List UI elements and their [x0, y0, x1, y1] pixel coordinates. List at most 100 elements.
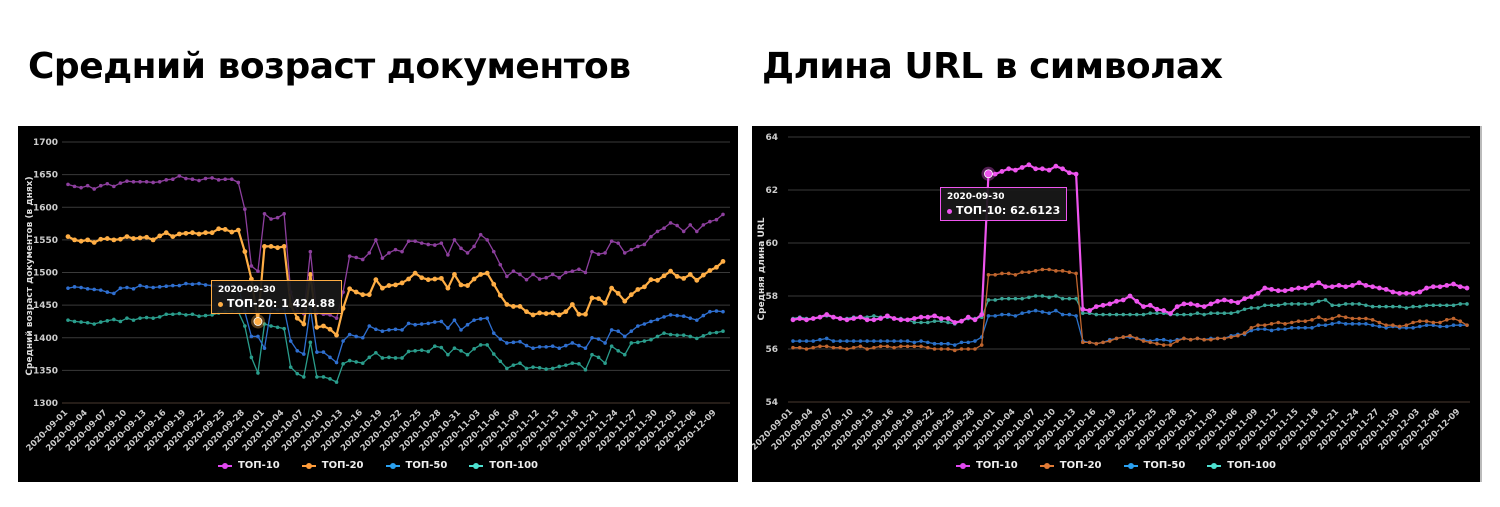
data-point-series-2[interactable] [478, 317, 483, 321]
data-point-series-2[interactable] [85, 287, 90, 291]
data-point-series-0[interactable] [387, 251, 391, 255]
data-point-series-1[interactable] [1236, 333, 1240, 338]
data-point-series-3[interactable] [66, 318, 70, 322]
data-point-series-0[interactable] [622, 251, 627, 255]
data-point-series-3[interactable] [1121, 312, 1126, 317]
data-point-series-2[interactable] [354, 334, 359, 339]
data-point-series-0[interactable] [1188, 301, 1194, 307]
data-point-series-1[interactable] [1013, 273, 1018, 277]
data-point-series-3[interactable] [374, 350, 378, 355]
data-point-series-1[interactable] [851, 345, 856, 350]
data-point-series-0[interactable] [177, 174, 182, 178]
data-point-series-3[interactable] [426, 349, 431, 354]
data-point-series-3[interactable] [1249, 306, 1254, 310]
data-point-series-0[interactable] [1087, 308, 1092, 313]
data-point-series-2[interactable] [295, 349, 300, 353]
data-point-series-0[interactable] [112, 184, 116, 189]
data-point-series-0[interactable] [701, 223, 706, 227]
data-point-series-2[interactable] [609, 328, 614, 332]
data-point-series-2[interactable] [596, 337, 601, 341]
data-point-series-0[interactable] [583, 270, 588, 275]
data-point-series-2[interactable] [1458, 323, 1463, 327]
data-point-series-3[interactable] [1027, 295, 1031, 300]
data-point-series-2[interactable] [1249, 328, 1254, 333]
data-point-series-1[interactable] [275, 245, 280, 251]
data-point-series-1[interactable] [1424, 319, 1429, 323]
data-point-series-3[interactable] [400, 356, 404, 360]
data-point-series-2[interactable] [616, 329, 620, 334]
data-point-series-0[interactable] [965, 314, 971, 320]
data-point-series-0[interactable] [164, 178, 169, 182]
data-point-series-2[interactable] [413, 322, 417, 327]
data-point-series-3[interactable] [491, 352, 496, 356]
data-point-series-1[interactable] [1303, 319, 1308, 323]
data-point-series-2[interactable] [1289, 326, 1294, 330]
data-point-series-3[interactable] [1269, 303, 1274, 308]
data-point-series-3[interactable] [367, 355, 372, 360]
data-point-series-0[interactable] [243, 207, 247, 212]
data-point-series-1[interactable] [979, 343, 984, 347]
data-point-series-1[interactable] [399, 280, 405, 286]
data-point-series-0[interactable] [1262, 285, 1268, 291]
data-point-series-1[interactable] [1357, 316, 1361, 321]
data-point-series-0[interactable] [524, 277, 529, 282]
data-point-series-0[interactable] [544, 275, 548, 280]
data-point-series-1[interactable] [1465, 323, 1469, 327]
data-point-series-0[interactable] [992, 171, 998, 177]
data-point-series-3[interactable] [465, 352, 470, 357]
data-point-series-2[interactable] [629, 329, 634, 334]
data-point-series-2[interactable] [387, 328, 391, 332]
data-point-series-1[interactable] [386, 283, 392, 288]
data-point-series-0[interactable] [360, 257, 365, 262]
data-point-series-0[interactable] [92, 187, 96, 191]
data-point-series-2[interactable] [636, 324, 640, 328]
data-point-series-0[interactable] [1168, 311, 1173, 316]
data-point-series-0[interactable] [79, 185, 83, 190]
legend-item-series-1[interactable]: ТОП-20 [301, 460, 364, 471]
data-point-series-2[interactable] [472, 318, 476, 322]
data-point-series-3[interactable] [1155, 311, 1159, 316]
data-point-series-1[interactable] [674, 274, 680, 279]
data-point-series-2[interactable] [590, 335, 594, 340]
data-point-series-3[interactable] [282, 326, 286, 331]
data-point-series-3[interactable] [112, 317, 116, 322]
data-point-series-1[interactable] [65, 234, 71, 240]
data-point-series-3[interactable] [721, 329, 725, 334]
data-point-series-3[interactable] [275, 325, 280, 330]
data-point-series-3[interactable] [1404, 306, 1409, 310]
data-point-series-1[interactable] [124, 234, 130, 240]
data-point-series-1[interactable] [1458, 319, 1463, 323]
legend-item-series-0[interactable]: ТОП-10 [955, 460, 1018, 471]
data-point-series-3[interactable] [537, 365, 542, 370]
data-point-series-0[interactable] [649, 234, 653, 239]
data-point-series-1[interactable] [811, 345, 816, 350]
data-point-series-3[interactable] [1438, 303, 1442, 308]
data-point-series-2[interactable] [708, 309, 712, 314]
data-point-series-1[interactable] [281, 244, 287, 249]
data-point-series-2[interactable] [1263, 327, 1267, 331]
data-point-series-0[interactable] [1269, 286, 1274, 292]
data-point-series-0[interactable] [498, 262, 503, 267]
data-point-series-0[interactable] [1323, 284, 1328, 290]
data-point-series-2[interactable] [550, 344, 555, 349]
data-point-series-3[interactable] [1289, 302, 1294, 306]
data-point-series-3[interactable] [622, 352, 627, 357]
data-point-series-0[interactable] [557, 275, 562, 280]
data-point-series-0[interactable] [328, 313, 332, 317]
data-point-series-3[interactable] [177, 311, 182, 316]
data-point-series-1[interactable] [1256, 323, 1260, 327]
data-point-series-1[interactable] [366, 292, 372, 298]
data-point-series-0[interactable] [406, 239, 411, 243]
data-point-series-1[interactable] [556, 312, 562, 318]
data-point-series-2[interactable] [1343, 322, 1348, 326]
data-point-series-3[interactable] [603, 361, 607, 365]
data-point-series-3[interactable] [524, 366, 529, 371]
data-point-series-0[interactable] [655, 229, 660, 234]
data-point-series-2[interactable] [668, 313, 673, 317]
data-point-series-1[interactable] [628, 292, 634, 298]
data-point-series-1[interactable] [838, 345, 842, 350]
data-point-series-0[interactable] [1195, 302, 1200, 308]
data-point-series-1[interactable] [1249, 326, 1254, 330]
data-point-series-0[interactable] [216, 178, 221, 182]
data-point-series-2[interactable] [946, 341, 950, 346]
